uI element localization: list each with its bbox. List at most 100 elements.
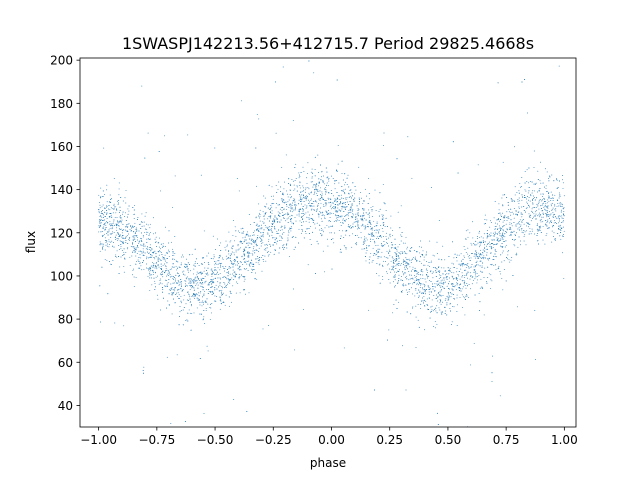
data-point [388, 237, 390, 239]
data-point [118, 235, 120, 237]
data-point [351, 197, 352, 199]
data-point [453, 293, 455, 295]
data-point [167, 300, 169, 302]
data-point [287, 196, 289, 198]
data-point [311, 218, 313, 220]
data-point [499, 233, 501, 235]
data-point [379, 235, 381, 236]
data-point [243, 275, 245, 277]
data-point [110, 225, 111, 227]
data-point [207, 293, 209, 295]
data-point [200, 301, 202, 303]
data-point [135, 260, 137, 262]
data-point [484, 248, 485, 250]
data-point [117, 204, 119, 205]
data-point [165, 265, 167, 267]
data-point [518, 221, 520, 223]
data-point [447, 276, 448, 278]
data-point [340, 210, 342, 212]
data-point [515, 210, 517, 212]
data-point [255, 261, 257, 263]
data-point [435, 307, 437, 309]
data-point [190, 280, 192, 282]
data-point [158, 251, 159, 253]
data-point [424, 285, 426, 287]
data-point [524, 182, 526, 184]
data-point [331, 208, 332, 210]
data-point [201, 286, 203, 288]
data-point [404, 242, 406, 244]
data-point [337, 200, 338, 202]
data-point [212, 278, 214, 280]
data-point [530, 195, 532, 197]
data-point [529, 224, 531, 225]
data-point [346, 197, 348, 199]
data-point [383, 240, 385, 242]
data-point [533, 167, 535, 169]
data-point [157, 258, 159, 260]
data-point [201, 313, 203, 315]
data-point [321, 212, 323, 214]
data-point [492, 246, 494, 248]
data-point [142, 254, 144, 256]
data-point [292, 120, 294, 122]
data-point [102, 227, 104, 229]
data-point [376, 273, 378, 275]
data-point [194, 280, 196, 282]
data-point [446, 278, 448, 280]
data-point [459, 296, 461, 298]
data-point [345, 197, 347, 199]
data-point [495, 268, 497, 270]
data-point [344, 220, 346, 222]
data-point [217, 267, 219, 269]
data-point [116, 250, 118, 252]
data-point [461, 263, 463, 264]
data-point [316, 240, 318, 242]
data-point [194, 261, 196, 263]
data-point [318, 216, 320, 218]
data-point [471, 253, 473, 255]
data-point [102, 245, 104, 247]
data-point [247, 255, 249, 257]
data-point [101, 231, 103, 232]
data-point [109, 213, 111, 214]
data-point [210, 269, 212, 271]
data-point [491, 264, 493, 266]
data-point [444, 259, 446, 261]
data-point [441, 313, 443, 315]
data-point [463, 262, 465, 264]
data-point [102, 190, 104, 192]
data-point [119, 211, 121, 213]
data-point [436, 283, 438, 285]
data-point [337, 195, 339, 197]
data-point [465, 264, 467, 266]
data-point [377, 232, 379, 234]
data-point [522, 196, 523, 198]
data-point [104, 258, 106, 260]
data-point [524, 189, 526, 191]
data-point [359, 215, 361, 217]
data-point [302, 185, 304, 187]
data-point [372, 247, 374, 249]
data-point [451, 321, 453, 323]
data-point [198, 300, 200, 302]
data-point [212, 282, 214, 284]
data-point [293, 189, 295, 191]
data-point [406, 278, 408, 280]
data-point [228, 296, 230, 298]
data-point [279, 212, 281, 214]
data-point [464, 249, 466, 251]
data-point [128, 205, 130, 207]
data-point [395, 258, 397, 259]
data-point [227, 257, 229, 258]
data-point [99, 219, 101, 221]
data-point [125, 226, 127, 228]
data-point [500, 254, 502, 256]
data-point [298, 199, 300, 201]
data-point [476, 282, 478, 284]
data-point [562, 179, 564, 181]
data-point [215, 249, 217, 250]
data-point [304, 204, 306, 206]
data-point [228, 265, 230, 267]
data-point [193, 293, 195, 295]
